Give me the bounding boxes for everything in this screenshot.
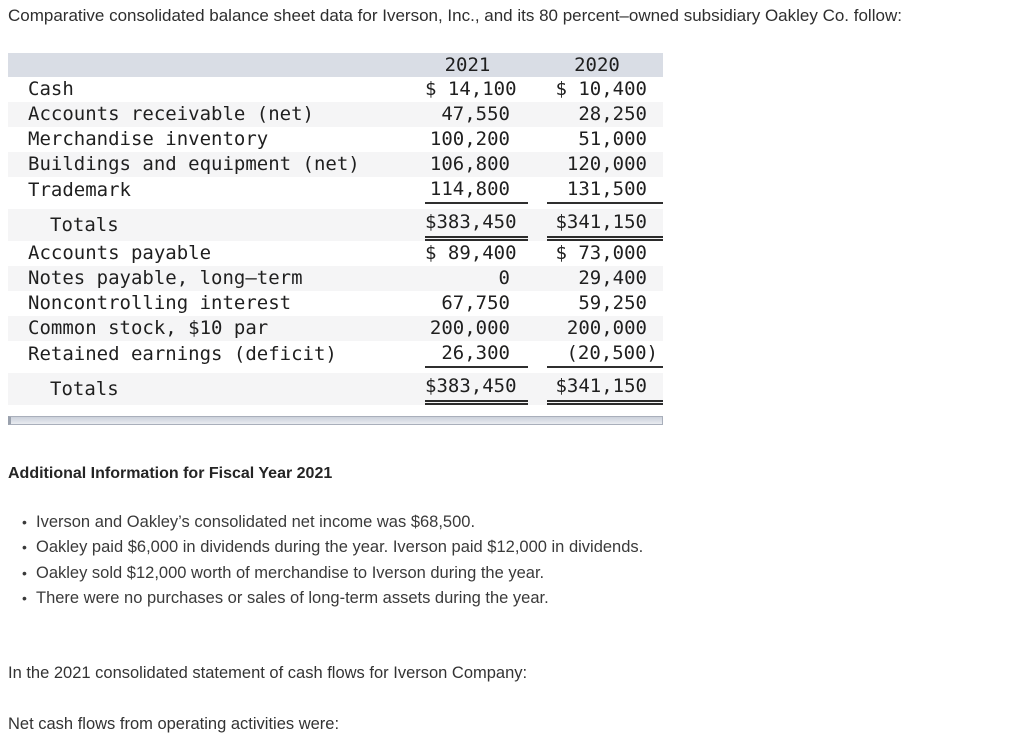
amount-2020: (20,500): [547, 341, 663, 368]
column-spacer: [528, 341, 547, 368]
totals-row: Totals $383,450 $341,150: [8, 368, 663, 405]
item-label: Noncontrolling interest: [28, 292, 292, 314]
amount-2021: $ 89,400: [425, 242, 517, 264]
totals-row: Totals $383,450 $341,150: [8, 204, 663, 241]
table-row: Accounts receivable (net) 47,550 28,250: [8, 102, 663, 127]
table-row: Noncontrolling interest 67,750 59,250: [8, 291, 663, 316]
amount-2020: 28,250: [547, 102, 663, 127]
amount-2021: 47,550: [425, 102, 528, 127]
balance-sheet-table: 2021 2020 Cash $ 14,100 $ 10,400 Accounts r…: [8, 53, 663, 405]
bullet-text: Iverson and Oakley’s consolidated net in…: [36, 513, 476, 531]
amount-2021: 100,200: [429, 128, 510, 150]
bullet-icon: •: [22, 514, 27, 530]
bullet-icon: •: [22, 589, 27, 606]
info-bullet-item: • Oakley sold $12,000 worth of merchandis…: [22, 561, 1016, 586]
item-label: Merchandise inventory: [28, 128, 269, 150]
column-spacer: [528, 368, 547, 405]
negative-amount: Retained earnings (deficit): [28, 343, 337, 365]
header-year-2020: 2020: [547, 53, 663, 77]
item-label: Trademark: [28, 179, 131, 201]
column-spacer: [528, 177, 547, 204]
column-spacer: [528, 316, 547, 341]
bullet-icon: •: [22, 539, 27, 556]
amount-2020: 120,000: [547, 152, 663, 177]
amount-2020: $ 10,400: [555, 78, 647, 100]
table-row: Trademark 114,800 131,500: [8, 177, 663, 204]
column-spacer: [528, 266, 547, 291]
amount-2020: 29,400: [547, 266, 663, 291]
header-year-2021: 2021: [425, 53, 528, 77]
item-label: Buildings and equipment (net): [8, 152, 425, 177]
balance-sheet-container: 2021 2020 Cash $ 14,100 $ 10,400 Accounts r…: [8, 53, 663, 425]
amount-2021: 200,000: [425, 316, 528, 341]
amount-2021: 0: [425, 266, 528, 291]
table-row: Merchandise inventory 100,200 51,000: [8, 127, 663, 152]
amount-2020: 200,000: [547, 316, 663, 341]
total-amount-2020: $341,150: [547, 204, 663, 241]
item-label: Common stock, $10 par: [8, 316, 425, 341]
bullet-text: Oakley paid $6,000 in dividends during t…: [36, 538, 644, 557]
column-spacer: [528, 77, 547, 102]
total-amount-2021: $383,450: [425, 204, 528, 241]
header-item-column: [8, 53, 425, 77]
item-label: Retained earnings (deficit): [8, 341, 425, 368]
total-amount-2020: $341,150: [547, 368, 663, 405]
table-header-row: 2021 2020: [8, 53, 663, 77]
amount-2020: 59,250: [578, 292, 647, 314]
totals-label: Totals: [8, 368, 425, 405]
negative-amount: (20,500): [566, 342, 658, 364]
table-row: Retained earnings (deficit) 26,300 (20,500…: [8, 341, 663, 368]
intro-text: Comparative consolidated balance sheet d…: [8, 6, 902, 25]
column-spacer: [528, 291, 547, 316]
totals-label: Totals: [8, 204, 425, 241]
amount-2020: 131,500: [547, 177, 663, 204]
item-label: Accounts receivable (net): [8, 102, 425, 127]
amount-2021: $ 14,100: [425, 78, 517, 100]
info-bullet-item: • Iverson and Oakley’s consolidated net i…: [22, 510, 1016, 535]
amount-2020: $ 73,000: [555, 242, 647, 264]
amount-2021: 67,750: [441, 292, 510, 314]
additional-info-heading: Additional Information for Fiscal Year 2…: [8, 465, 333, 482]
info-bullet-item: • There were no purchases or sales of lon…: [22, 586, 1016, 611]
column-spacer: [528, 204, 547, 241]
item-label: Accounts payable: [28, 242, 212, 264]
amount-2020: 51,000: [578, 128, 647, 150]
table-row: Accounts payable $ 89,400 $ 73,000: [8, 241, 663, 266]
item-label: Notes payable, long–term: [8, 266, 425, 291]
column-spacer: [528, 152, 547, 177]
horizontal-scrollbar[interactable]: [8, 416, 663, 425]
question-prompt: Net cash flows from operating activities…: [8, 715, 340, 734]
item-label: Cash: [28, 78, 74, 100]
bullet-text: There were no purchases or sales of long…: [36, 588, 549, 607]
total-amount-2021: $383,450: [425, 368, 528, 405]
column-spacer: [528, 241, 547, 266]
column-spacer: [528, 102, 547, 127]
amount-2021: 106,800: [425, 152, 528, 177]
amount-2021: 114,800: [425, 177, 528, 204]
header-spacer: [528, 53, 547, 77]
table-row: Notes payable, long–term 0 29,400: [8, 266, 663, 291]
negative-amount: Buildings and equipment (net): [28, 153, 360, 175]
table-row: Cash $ 14,100 $ 10,400: [8, 77, 663, 102]
additional-info-list: • Iverson and Oakley’s consolidated net i…: [8, 510, 1016, 611]
negative-amount: Accounts receivable (net): [28, 103, 314, 125]
table-row: Buildings and equipment (net) 106,800 120,…: [8, 152, 663, 177]
amount-2021: 26,300: [425, 341, 528, 368]
column-spacer: [528, 127, 547, 152]
table-row: Common stock, $10 par 200,000 200,000: [8, 316, 663, 341]
bullet-text: Oakley sold $12,000 worth of merchandise…: [36, 563, 545, 582]
bullet-icon: •: [22, 564, 27, 581]
closing-statement: In the 2021 consolidated statement of ca…: [8, 664, 528, 683]
info-bullet-item: • Oakley paid $6,000 in dividends during …: [22, 535, 1016, 560]
